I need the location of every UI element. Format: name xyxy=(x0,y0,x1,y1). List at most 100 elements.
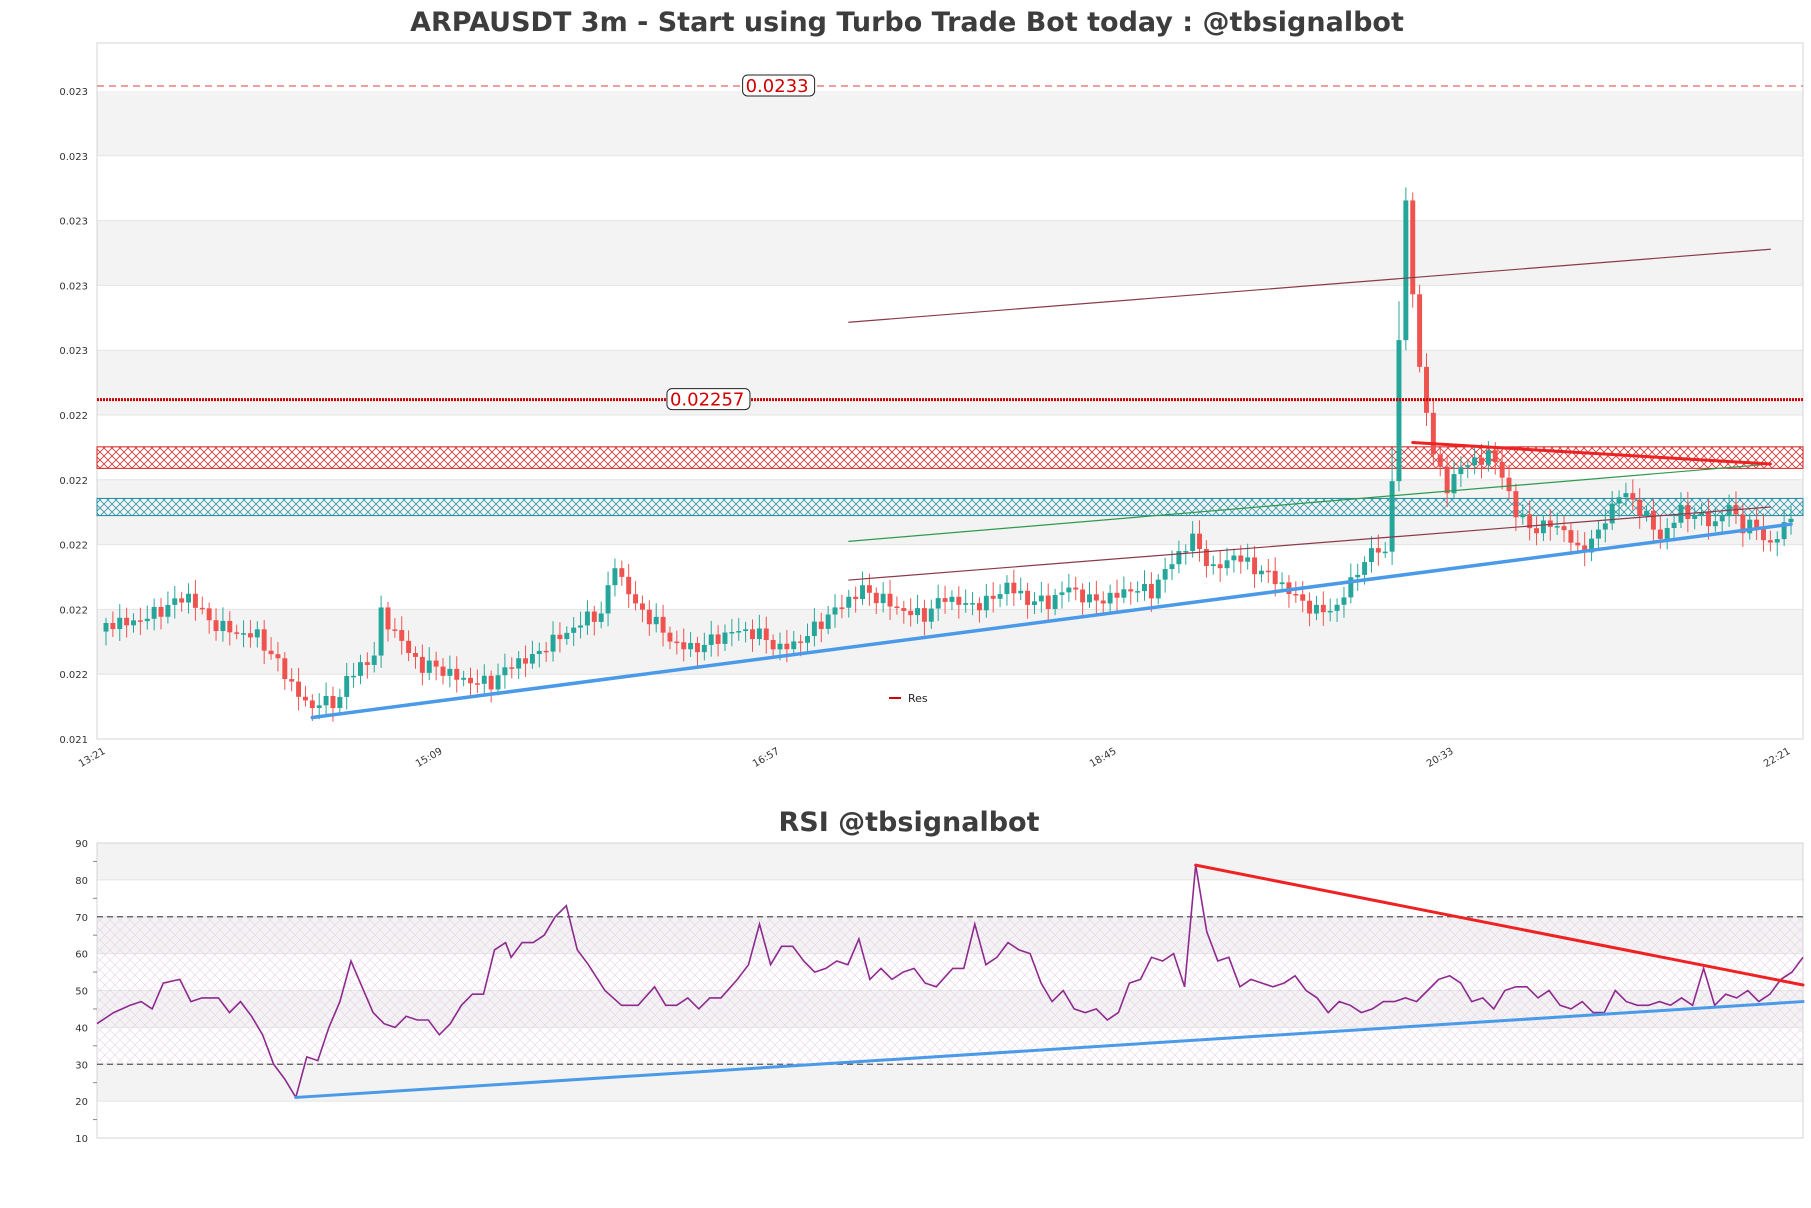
candle-body-146 xyxy=(1107,592,1113,604)
legend: Res xyxy=(889,692,928,705)
candle-body-226 xyxy=(1657,529,1663,539)
lower-channel-line xyxy=(848,506,1771,581)
candle-body-50 xyxy=(447,668,453,676)
candle-body-162 xyxy=(1217,564,1223,569)
candle-body-2 xyxy=(117,617,123,630)
candle-body-143 xyxy=(1087,594,1092,603)
candle-body-245 xyxy=(1788,518,1794,523)
candle-body-182 xyxy=(1355,574,1361,578)
candle-body-224 xyxy=(1644,510,1650,516)
rsi-band-20 xyxy=(97,1064,1803,1102)
candle-body-127 xyxy=(976,603,982,611)
band-9 xyxy=(97,91,1803,156)
candle-body-105 xyxy=(825,614,831,629)
y-tick-label-8: 0.023 xyxy=(59,217,88,228)
candle-body-169 xyxy=(1265,570,1271,573)
candle-body-106 xyxy=(832,607,838,615)
candle-body-207 xyxy=(1527,514,1533,529)
candle-body-73 xyxy=(605,585,611,614)
candle-body-130 xyxy=(997,594,1003,599)
candle-body-46 xyxy=(419,656,425,673)
candle-body-92 xyxy=(736,631,742,633)
candle-body-100 xyxy=(791,641,797,650)
price-chart-bands xyxy=(97,91,1803,740)
candle-body-197 xyxy=(1458,467,1464,475)
band-5 xyxy=(97,350,1803,415)
candle-body-147 xyxy=(1114,592,1120,598)
candle-body-1 xyxy=(110,623,116,630)
rsi-line xyxy=(96,864,1804,1100)
rsi-y-tick-label-4: 50 xyxy=(75,987,88,998)
candle-body-214 xyxy=(1575,542,1581,546)
candle-body-24 xyxy=(268,650,274,655)
rsi-series-line xyxy=(96,864,1804,1100)
candle-body-134 xyxy=(1025,590,1031,605)
candle-body-155 xyxy=(1169,564,1175,570)
candle-body-27 xyxy=(289,679,295,682)
candle-body-43 xyxy=(399,630,405,641)
candle-body-39 xyxy=(371,655,377,665)
candle-body-171 xyxy=(1279,582,1285,585)
candle-body-62 xyxy=(529,654,535,664)
candle-body-103 xyxy=(811,621,817,637)
candle-body-216 xyxy=(1589,538,1595,553)
candle-body-88 xyxy=(708,634,714,645)
candle-body-19 xyxy=(234,632,240,634)
candle-body-174 xyxy=(1300,594,1306,601)
candle-body-108 xyxy=(846,596,852,608)
candle-body-112 xyxy=(873,592,879,604)
candle-body-196 xyxy=(1451,474,1457,494)
support-zone xyxy=(96,497,1804,517)
candle-body-129 xyxy=(990,595,996,599)
rsi-support-trendline xyxy=(294,1000,1805,1099)
candle-body-26 xyxy=(282,658,288,680)
x-tick-label-5: 22:21 xyxy=(1762,746,1792,770)
candle-body-122 xyxy=(942,598,948,602)
candle-body-225 xyxy=(1650,510,1656,530)
candle-body-160 xyxy=(1203,549,1209,567)
x-tick-label-0: 13:21 xyxy=(77,746,107,770)
candle-body-35 xyxy=(344,676,350,697)
candle-body-28 xyxy=(296,681,302,697)
candle-body-101 xyxy=(798,641,804,643)
candle-body-9 xyxy=(165,604,171,617)
candle-body-38 xyxy=(364,662,370,665)
candle-body-123 xyxy=(949,596,955,602)
candle-body-158 xyxy=(1190,533,1196,552)
candle-body-133 xyxy=(1018,590,1024,594)
candle-body-200 xyxy=(1479,457,1484,465)
candle-body-211 xyxy=(1554,526,1560,528)
candle-body-165 xyxy=(1238,555,1244,562)
candle-body-89 xyxy=(715,634,721,644)
candle-body-118 xyxy=(915,608,921,616)
rsi-y-tick-label-5: 60 xyxy=(75,950,88,961)
candle-body-20 xyxy=(241,633,247,635)
candle-body-13 xyxy=(192,593,198,608)
candle-body-23 xyxy=(261,629,267,651)
candle-body-157 xyxy=(1183,551,1189,553)
candle-body-102 xyxy=(805,636,810,643)
candle-body-55 xyxy=(481,675,487,684)
candle-body-80 xyxy=(653,616,659,625)
candle-body-242 xyxy=(1767,540,1773,543)
resistance-levels: 0.02257 0.0233 xyxy=(97,74,1803,411)
candle-body-233 xyxy=(1705,512,1711,527)
candle-body-66 xyxy=(557,634,563,640)
candle-body-144 xyxy=(1093,594,1099,601)
candle-body-10 xyxy=(172,598,178,605)
candle-body-29 xyxy=(302,696,308,701)
candle-body-124 xyxy=(956,596,962,605)
candle-body-44 xyxy=(406,640,412,654)
y-tick-label-7: 0.023 xyxy=(59,281,88,292)
level-label-box-0 xyxy=(666,388,751,411)
candle-body-170 xyxy=(1272,570,1278,585)
candle-body-98 xyxy=(777,643,783,650)
candle-body-183 xyxy=(1362,562,1368,575)
rsi-y-tick-label-3: 40 xyxy=(75,1023,88,1034)
candle-body-4 xyxy=(131,620,136,626)
candle-body-45 xyxy=(413,653,418,657)
band-1 xyxy=(97,609,1803,675)
x-tick-label-4: 20:33 xyxy=(1425,746,1455,770)
candle-body-209 xyxy=(1540,520,1546,534)
